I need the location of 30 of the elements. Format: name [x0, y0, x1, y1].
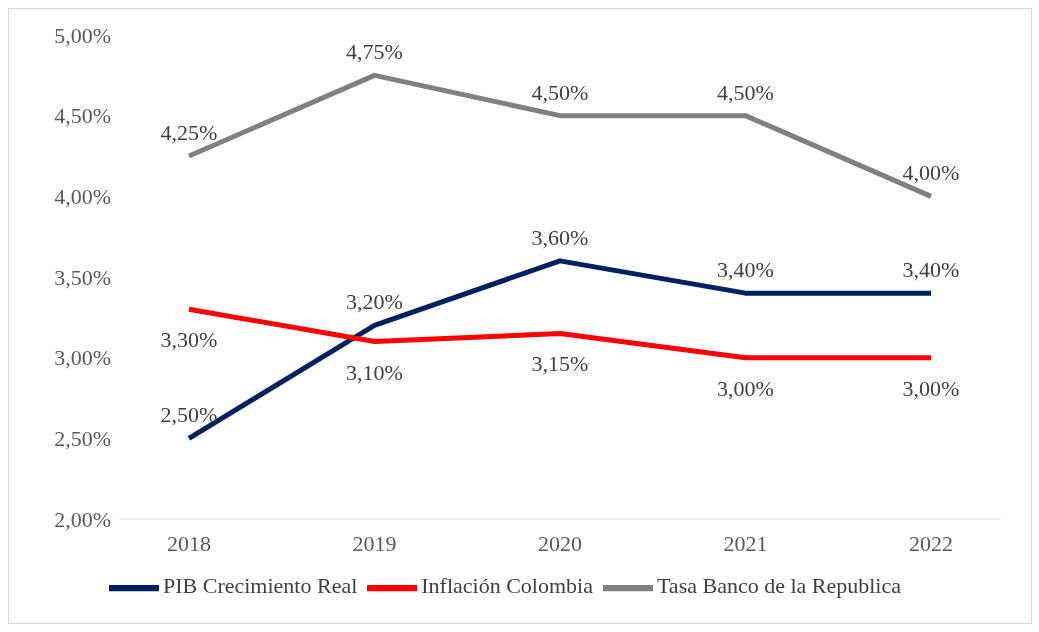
legend-label: Inflación Colombia — [421, 573, 593, 599]
data-label: 4,50% — [531, 79, 589, 105]
x-tick-label: 2018 — [167, 530, 211, 556]
data-label: 3,20% — [346, 289, 403, 315]
data-label: 3,60% — [531, 224, 589, 250]
y-tick-label: 3,00% — [54, 345, 111, 371]
legend-label: PIB Crecimiento Real — [162, 573, 358, 599]
data-label: 3,00% — [902, 375, 960, 401]
y-tick-label: 3,50% — [54, 264, 111, 290]
data-label: 3,40% — [902, 257, 960, 283]
data-label: 4,75% — [346, 39, 403, 65]
data-label: 3,10% — [346, 359, 403, 385]
data-label: 3,00% — [717, 375, 774, 401]
data-label: 4,00% — [902, 160, 960, 186]
y-tick-label: 2,00% — [54, 506, 111, 532]
x-tick-label: 2022 — [909, 530, 953, 556]
data-label: 2,50% — [160, 402, 218, 428]
y-tick-label: 5,00% — [54, 22, 111, 48]
y-tick-label: 2,50% — [54, 426, 111, 452]
y-tick-label: 4,50% — [54, 103, 111, 129]
data-label: 4,50% — [717, 79, 774, 105]
data-label: 4,25% — [160, 120, 218, 145]
data-label: 3,15% — [531, 351, 589, 377]
x-tick-label: 2019 — [352, 530, 397, 556]
data-label: 3,30% — [160, 327, 218, 353]
y-tick-label: 4,00% — [54, 184, 111, 210]
x-tick-label: 2021 — [723, 530, 768, 556]
legend-label: Tasa Banco de la Republica — [656, 573, 901, 599]
x-tick-label: 2020 — [538, 530, 582, 556]
data-label: 3,40% — [717, 257, 774, 283]
